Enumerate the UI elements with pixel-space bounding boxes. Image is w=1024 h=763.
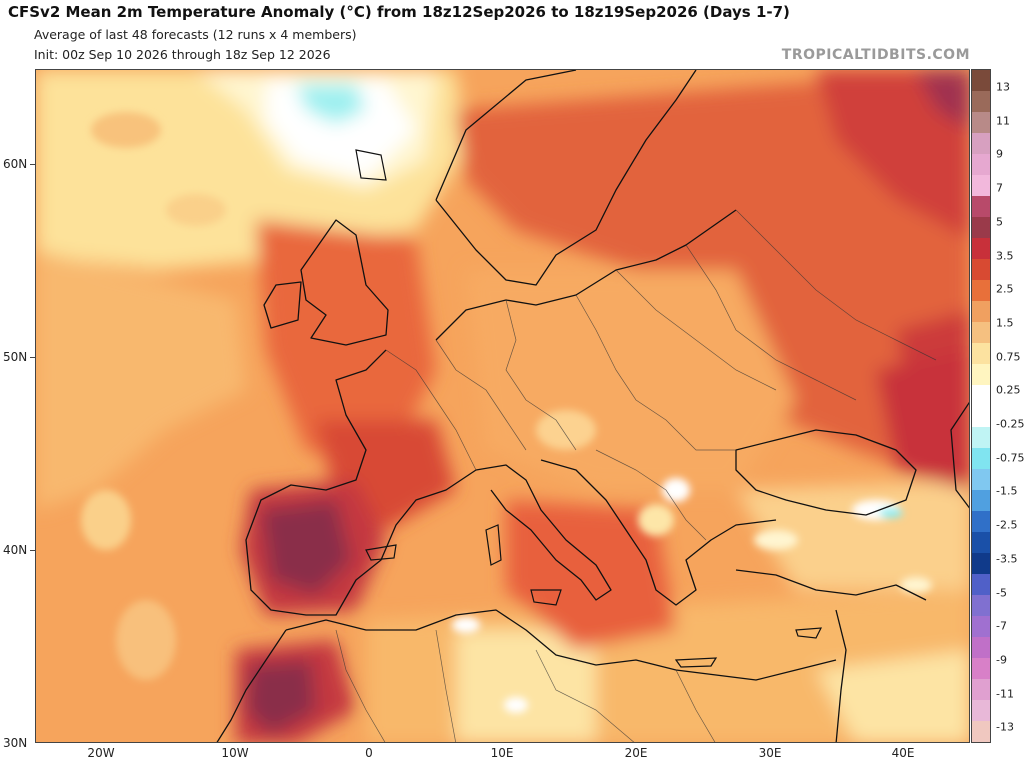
map-title: CFSv2 Mean 2m Temperature Anomaly (°C) f… xyxy=(8,3,790,21)
colorbar-segment xyxy=(972,217,990,238)
colorbar-label: -0.75 xyxy=(996,451,1024,465)
colorbar-label: -11 xyxy=(996,687,1014,701)
colorbar-label: -1.5 xyxy=(996,484,1018,498)
lon-label-0: 0 xyxy=(365,746,373,760)
map-subtitle: Average of last 48 forecasts (12 runs x … xyxy=(34,27,357,42)
colorbar-segment xyxy=(972,259,990,280)
colorbar-segment xyxy=(972,133,990,154)
colorbar-segment xyxy=(972,511,990,532)
colorbar-label: -0.25 xyxy=(996,417,1024,431)
colorbar-segment xyxy=(972,658,990,679)
colorbar-label: 2.5 xyxy=(996,282,1014,296)
colorbar-segment xyxy=(972,322,990,343)
lon-label-30e: 30E xyxy=(758,746,782,760)
temperature-anomaly-map xyxy=(35,69,970,743)
colorbar-label: -3.5 xyxy=(996,552,1018,566)
colorbar-segment xyxy=(972,91,990,112)
colorbar-segment xyxy=(972,175,990,196)
anomaly-colorbar xyxy=(971,69,991,743)
lon-label-10e: 10E xyxy=(490,746,514,760)
colorbar-segment xyxy=(972,616,990,637)
lat-label-60n: 60N xyxy=(3,157,28,171)
colorbar-segment xyxy=(972,301,990,322)
lon-label-40e: 40E xyxy=(891,746,915,760)
colorbar-segment xyxy=(972,406,990,427)
lat-tick xyxy=(30,357,35,358)
colorbar-segment xyxy=(972,700,990,721)
lat-tick xyxy=(30,164,35,165)
colorbar-segment xyxy=(972,574,990,595)
site-watermark: TROPICALTIDBITS.COM xyxy=(781,47,970,63)
colorbar-segment xyxy=(972,154,990,175)
colorbar-label: 1.5 xyxy=(996,316,1014,330)
colorbar-segment xyxy=(972,469,990,490)
colorbar-segment xyxy=(972,238,990,259)
colorbar-segment xyxy=(972,427,990,448)
colorbar-label: 0.75 xyxy=(996,350,1021,364)
colorbar-segment xyxy=(972,448,990,469)
colorbar-segment xyxy=(972,595,990,616)
colorbar-label: 3.5 xyxy=(996,249,1014,262)
colorbar-segment xyxy=(972,385,990,406)
colorbar-label: -7 xyxy=(996,619,1007,633)
colorbar-segment xyxy=(972,196,990,217)
lat-label-50n: 50N xyxy=(3,350,28,364)
lat-label-40n: 40N xyxy=(3,543,28,557)
colorbar-segment xyxy=(972,679,990,700)
lat-tick xyxy=(30,550,35,551)
init-time: Init: 00z Sep 10 2026 through 18z Sep 12… xyxy=(34,47,331,62)
colorbar-segment xyxy=(972,364,990,385)
colorbar-segment xyxy=(972,112,990,133)
colorbar-label: 11 xyxy=(996,114,1010,128)
lon-label-10w: 10W xyxy=(221,746,249,760)
colorbar-label: -13 xyxy=(996,720,1014,734)
colorbar-segment xyxy=(972,721,990,742)
colorbar-label: 0.25 xyxy=(996,383,1021,397)
colorbar-segment xyxy=(972,553,990,574)
colorbar-segment xyxy=(972,280,990,301)
map-canvas xyxy=(36,70,969,742)
colorbar-label: 13 xyxy=(996,80,1010,94)
colorbar-label: 7 xyxy=(996,181,1003,195)
colorbar-segment xyxy=(972,490,990,511)
colorbar-segment xyxy=(972,532,990,553)
colorbar-label: -2.5 xyxy=(996,518,1018,532)
lat-label-30n: 30N xyxy=(3,736,28,750)
colorbar-segment xyxy=(972,70,990,91)
colorbar-label: -5 xyxy=(996,586,1007,599)
colorbar-label: 9 xyxy=(996,147,1003,161)
colorbar-segment xyxy=(972,343,990,364)
colorbar-label: 5 xyxy=(996,215,1003,229)
lon-label-20e: 20E xyxy=(624,746,648,760)
colorbar-label: -9 xyxy=(996,653,1007,667)
lon-label-20w: 20W xyxy=(87,746,115,760)
colorbar-segment xyxy=(972,637,990,658)
